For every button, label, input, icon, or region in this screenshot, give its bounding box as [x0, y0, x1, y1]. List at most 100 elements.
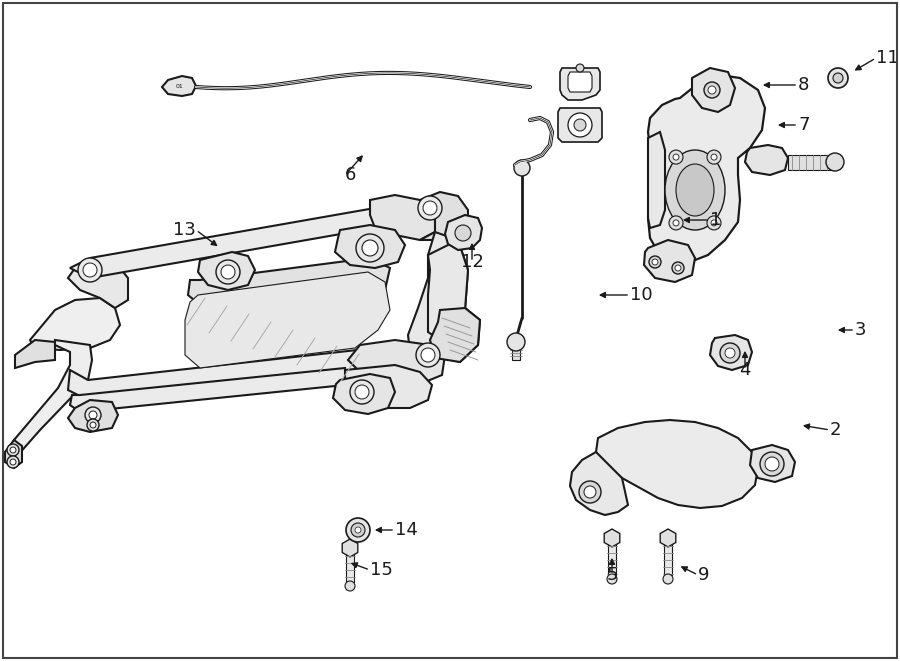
Polygon shape: [5, 440, 22, 468]
Text: 1: 1: [710, 211, 722, 229]
Circle shape: [416, 343, 440, 367]
Ellipse shape: [665, 150, 725, 230]
Polygon shape: [198, 252, 255, 290]
Polygon shape: [648, 75, 765, 262]
Polygon shape: [162, 76, 196, 96]
Polygon shape: [648, 132, 665, 228]
Polygon shape: [68, 400, 118, 432]
Circle shape: [673, 154, 679, 160]
Circle shape: [765, 457, 779, 471]
Polygon shape: [70, 208, 395, 278]
Polygon shape: [185, 272, 390, 368]
Circle shape: [576, 64, 584, 72]
Circle shape: [362, 240, 378, 256]
Text: 10: 10: [630, 286, 652, 304]
Circle shape: [707, 150, 721, 164]
Circle shape: [455, 225, 471, 241]
Circle shape: [673, 220, 679, 226]
Text: 15: 15: [370, 561, 393, 579]
Polygon shape: [70, 368, 345, 412]
Text: 11: 11: [876, 49, 899, 67]
Circle shape: [607, 574, 617, 584]
Polygon shape: [68, 258, 128, 308]
Circle shape: [711, 220, 717, 226]
Circle shape: [579, 481, 601, 503]
Circle shape: [355, 527, 361, 533]
Text: 3: 3: [855, 321, 867, 339]
Polygon shape: [570, 452, 628, 515]
Polygon shape: [568, 72, 592, 92]
Circle shape: [10, 447, 16, 453]
Circle shape: [672, 262, 684, 274]
Circle shape: [826, 153, 844, 171]
Circle shape: [345, 581, 355, 591]
Circle shape: [725, 348, 735, 358]
Circle shape: [514, 160, 530, 176]
Circle shape: [828, 68, 848, 88]
Circle shape: [421, 348, 435, 362]
Circle shape: [10, 459, 16, 465]
Polygon shape: [692, 68, 735, 112]
Polygon shape: [68, 348, 395, 400]
Circle shape: [355, 385, 369, 399]
Circle shape: [90, 422, 96, 428]
Circle shape: [675, 265, 681, 271]
Circle shape: [78, 258, 102, 282]
Circle shape: [83, 263, 97, 277]
Text: 12: 12: [461, 253, 483, 271]
Polygon shape: [518, 162, 526, 172]
Polygon shape: [335, 365, 432, 408]
Circle shape: [418, 196, 442, 220]
Circle shape: [7, 456, 19, 468]
Polygon shape: [608, 540, 616, 575]
Polygon shape: [370, 195, 435, 240]
Circle shape: [584, 486, 596, 498]
Polygon shape: [188, 258, 390, 305]
Text: 8: 8: [798, 76, 809, 94]
Polygon shape: [335, 225, 405, 268]
Text: 13: 13: [173, 221, 196, 239]
Polygon shape: [788, 155, 835, 170]
Polygon shape: [596, 420, 758, 508]
Polygon shape: [644, 240, 695, 282]
Circle shape: [423, 201, 437, 215]
Circle shape: [574, 119, 586, 131]
Polygon shape: [558, 108, 602, 142]
Polygon shape: [333, 374, 395, 414]
Polygon shape: [745, 145, 788, 175]
Polygon shape: [30, 298, 120, 350]
Circle shape: [221, 265, 235, 279]
Circle shape: [707, 216, 721, 230]
Circle shape: [568, 113, 592, 137]
Circle shape: [663, 574, 673, 584]
Text: 01: 01: [176, 85, 184, 89]
Polygon shape: [445, 215, 482, 250]
Polygon shape: [560, 68, 600, 100]
Circle shape: [708, 86, 716, 94]
Circle shape: [89, 411, 97, 419]
Circle shape: [507, 333, 525, 351]
Circle shape: [85, 407, 101, 423]
Polygon shape: [15, 340, 55, 368]
Polygon shape: [348, 340, 445, 382]
Circle shape: [760, 452, 784, 476]
Polygon shape: [512, 348, 520, 360]
Circle shape: [7, 444, 19, 456]
Polygon shape: [430, 308, 480, 362]
Polygon shape: [428, 240, 468, 340]
Circle shape: [669, 216, 683, 230]
Circle shape: [87, 419, 99, 431]
Circle shape: [833, 73, 843, 83]
Text: 7: 7: [798, 116, 809, 134]
Polygon shape: [710, 335, 752, 370]
Circle shape: [356, 234, 384, 262]
Circle shape: [669, 150, 683, 164]
Circle shape: [649, 256, 661, 268]
Polygon shape: [664, 540, 672, 575]
Circle shape: [350, 380, 374, 404]
Text: 4: 4: [739, 361, 751, 379]
Circle shape: [351, 523, 365, 537]
Polygon shape: [750, 445, 795, 482]
Polygon shape: [8, 340, 92, 458]
Text: 5: 5: [607, 566, 617, 584]
